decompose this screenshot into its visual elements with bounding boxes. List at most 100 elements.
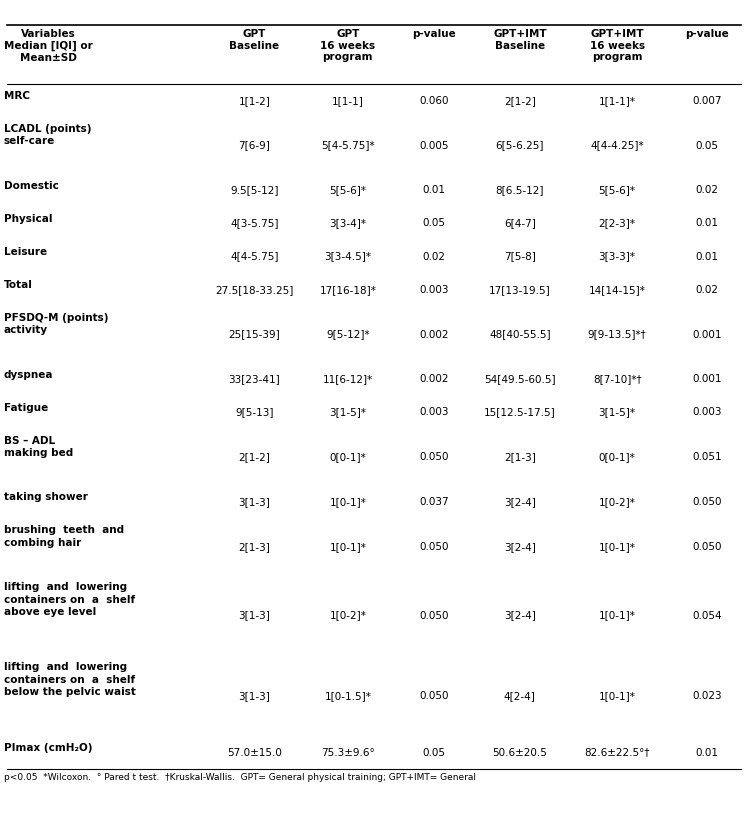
Text: 0.01: 0.01 <box>696 218 718 228</box>
Text: 0.01: 0.01 <box>696 252 718 262</box>
Text: 25[15-39]: 25[15-39] <box>228 329 280 339</box>
Text: 3[2-4]: 3[2-4] <box>504 610 536 620</box>
Text: 0.060: 0.060 <box>419 95 449 105</box>
Text: 4[4-4.25]*: 4[4-4.25]* <box>590 140 644 150</box>
Text: 57.0±15.0: 57.0±15.0 <box>227 747 282 757</box>
Text: 2[1-3]: 2[1-3] <box>504 452 536 462</box>
Text: 0.003: 0.003 <box>419 284 449 294</box>
Text: 1[0-1]*: 1[0-1]* <box>598 542 636 552</box>
Text: BS – ADL
making bed: BS – ADL making bed <box>4 436 73 458</box>
Text: 1[0-1]*: 1[0-1]* <box>329 497 367 507</box>
Text: 1[1-1]*: 1[1-1]* <box>598 95 636 105</box>
Text: 0.05: 0.05 <box>423 218 445 228</box>
Text: 8[7-10]*†: 8[7-10]*† <box>592 375 642 385</box>
Text: 3[3-4]*: 3[3-4]* <box>329 218 367 228</box>
Text: GPT
Baseline: GPT Baseline <box>229 29 280 51</box>
Text: 27.5[18-33.25]: 27.5[18-33.25] <box>215 284 293 294</box>
Text: 9[9-13.5]*†: 9[9-13.5]*† <box>588 329 646 339</box>
Text: 0.01: 0.01 <box>423 186 445 196</box>
Text: 5[5-6]*: 5[5-6]* <box>598 186 636 196</box>
Text: 2[1-2]: 2[1-2] <box>239 452 270 462</box>
Text: 1[0-1]*: 1[0-1]* <box>329 542 367 552</box>
Text: GPT+IMT
Baseline: GPT+IMT Baseline <box>493 29 547 51</box>
Text: 3[2-4]: 3[2-4] <box>504 542 536 552</box>
Text: 0.001: 0.001 <box>692 329 722 339</box>
Text: 7[6-9]: 7[6-9] <box>239 140 270 150</box>
Text: 8[6.5-12]: 8[6.5-12] <box>496 186 544 196</box>
Text: 0.002: 0.002 <box>419 329 449 339</box>
Text: 3[1-3]: 3[1-3] <box>239 497 270 507</box>
Text: 4[2-4]: 4[2-4] <box>504 691 536 701</box>
Text: 1[1-2]: 1[1-2] <box>239 95 270 105</box>
Text: 5[4-5.75]*: 5[4-5.75]* <box>321 140 375 150</box>
Text: LCADL (points)
self-care: LCADL (points) self-care <box>4 124 91 146</box>
Text: 9.5[5-12]: 9.5[5-12] <box>230 186 278 196</box>
Text: 4[4-5.75]: 4[4-5.75] <box>230 252 278 262</box>
Text: taking shower: taking shower <box>4 492 88 502</box>
Text: GPT
16 weeks
program: GPT 16 weeks program <box>320 29 375 63</box>
Text: 5[5-6]*: 5[5-6]* <box>329 186 367 196</box>
Text: Domestic: Domestic <box>4 181 58 191</box>
Text: 3[1-5]*: 3[1-5]* <box>329 407 367 417</box>
Text: 0.051: 0.051 <box>692 452 722 462</box>
Text: 17[13-19.5]: 17[13-19.5] <box>489 284 551 294</box>
Text: 3[3-3]*: 3[3-3]* <box>598 252 636 262</box>
Text: 11[6-12]*: 11[6-12]* <box>322 375 373 385</box>
Text: 3[2-4]: 3[2-4] <box>504 497 536 507</box>
Text: 50.6±20.5: 50.6±20.5 <box>492 747 548 757</box>
Text: 6[5-6.25]: 6[5-6.25] <box>496 140 544 150</box>
Text: Physical: Physical <box>4 214 52 224</box>
Text: 2[1-2]: 2[1-2] <box>504 95 536 105</box>
Text: 0.01: 0.01 <box>696 747 718 757</box>
Text: Total: Total <box>4 280 33 290</box>
Text: 0.02: 0.02 <box>696 186 718 196</box>
Text: 9[5-12]*: 9[5-12]* <box>326 329 370 339</box>
Text: Fatigue: Fatigue <box>4 403 48 413</box>
Text: 0.002: 0.002 <box>419 375 449 385</box>
Text: PFSDQ-M (points)
activity: PFSDQ-M (points) activity <box>4 313 108 335</box>
Text: 0.050: 0.050 <box>692 497 722 507</box>
Text: MRC: MRC <box>4 91 30 101</box>
Text: 3[1-3]: 3[1-3] <box>239 610 270 620</box>
Text: 0[0-1]*: 0[0-1]* <box>598 452 636 462</box>
Text: brushing  teeth  and
combing hair: brushing teeth and combing hair <box>4 526 124 548</box>
Text: 0.007: 0.007 <box>692 95 722 105</box>
Text: 0[0-1]*: 0[0-1]* <box>329 452 367 462</box>
Text: 15[12.5-17.5]: 15[12.5-17.5] <box>484 407 556 417</box>
Text: Leisure: Leisure <box>4 247 47 257</box>
Text: 0.050: 0.050 <box>419 542 449 552</box>
Text: 0.050: 0.050 <box>419 452 449 462</box>
Text: 0.003: 0.003 <box>419 407 449 417</box>
Text: p-value: p-value <box>685 29 729 39</box>
Text: 0.003: 0.003 <box>692 407 722 417</box>
Text: 0.050: 0.050 <box>419 691 449 701</box>
Text: 0.05: 0.05 <box>423 747 445 757</box>
Text: 1[0-2]*: 1[0-2]* <box>598 497 636 507</box>
Text: 3[1-5]*: 3[1-5]* <box>598 407 636 417</box>
Text: 0.02: 0.02 <box>423 252 445 262</box>
Text: 6[4-7]: 6[4-7] <box>504 218 536 228</box>
Text: 9[5-13]: 9[5-13] <box>235 407 274 417</box>
Text: Variables
Median [IQI] or
Mean±SD: Variables Median [IQI] or Mean±SD <box>4 29 93 63</box>
Text: 82.6±22.5°†: 82.6±22.5°† <box>584 747 650 757</box>
Text: lifting  and  lowering
containers on  a  shelf
above eye level: lifting and lowering containers on a she… <box>4 582 135 617</box>
Text: 2[2-3]*: 2[2-3]* <box>598 218 636 228</box>
Text: 0.023: 0.023 <box>692 691 722 701</box>
Text: 17[16-18]*: 17[16-18]* <box>319 284 376 294</box>
Text: 4[3-5.75]: 4[3-5.75] <box>230 218 278 228</box>
Text: 1[1-1]: 1[1-1] <box>332 95 364 105</box>
Text: 3[3-4.5]*: 3[3-4.5]* <box>325 252 371 262</box>
Text: 0.050: 0.050 <box>692 542 722 552</box>
Text: 1[0-2]*: 1[0-2]* <box>329 610 367 620</box>
Text: 48[40-55.5]: 48[40-55.5] <box>489 329 551 339</box>
Text: 14[14-15]*: 14[14-15]* <box>589 284 646 294</box>
Text: 1[0-1]*: 1[0-1]* <box>598 691 636 701</box>
Text: 54[49.5-60.5]: 54[49.5-60.5] <box>484 375 556 385</box>
Text: 0.005: 0.005 <box>419 140 449 150</box>
Text: p<0.05  *Wilcoxon.  ° Pared t test.  †Kruskal-Wallis.  GPT= General physical tra: p<0.05 *Wilcoxon. ° Pared t test. †Krusk… <box>4 773 476 782</box>
Text: lifting  and  lowering
containers on  a  shelf
below the pelvic waist: lifting and lowering containers on a she… <box>4 662 135 697</box>
Text: 75.3±9.6°: 75.3±9.6° <box>321 747 375 757</box>
Text: dyspnea: dyspnea <box>4 370 53 380</box>
Text: 33[23-41]: 33[23-41] <box>228 375 280 385</box>
Text: 0.05: 0.05 <box>696 140 718 150</box>
